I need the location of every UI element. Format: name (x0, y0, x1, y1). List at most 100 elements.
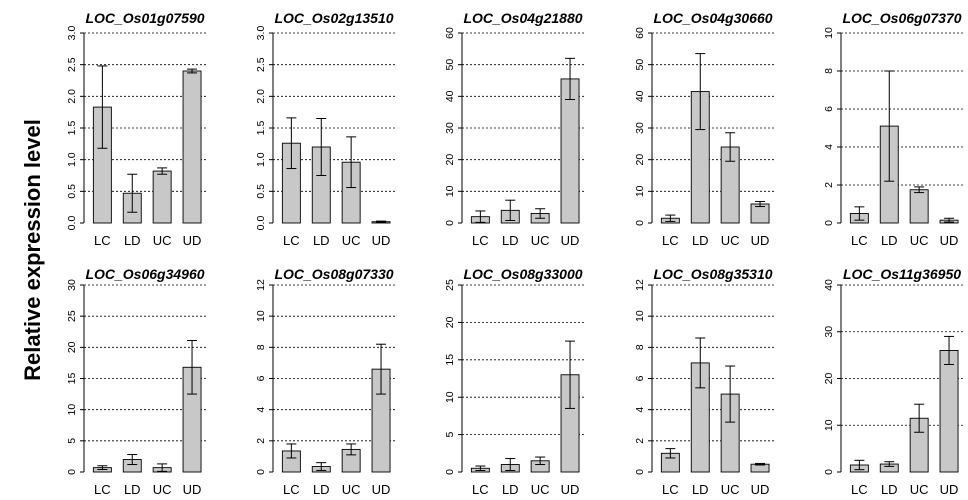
y-tick-label: 2 (634, 438, 646, 444)
y-tick-label: 5 (66, 438, 78, 444)
y-tick-label: 0 (255, 469, 267, 475)
chart-panel-4: LOC_Os04g30660 0 10 20 30 40 50 60 LC LD UC UD (634, 10, 774, 248)
y-tick-label: 30 (634, 122, 646, 134)
x-category-label: LD (124, 233, 141, 248)
x-category-label: LD (502, 482, 519, 497)
y-tick-label: 20 (444, 316, 456, 328)
x-category-label: UC (153, 482, 172, 497)
y-tick-label: 0.0 (255, 216, 267, 231)
y-tick-label: 20 (444, 154, 456, 166)
y-tick-label: 4 (823, 144, 835, 150)
x-category-label: LD (313, 482, 330, 497)
y-tick-label: 2.5 (66, 57, 78, 72)
y-tick-label: 12 (255, 279, 267, 291)
x-category-label: LD (881, 482, 898, 497)
bar-UD (182, 70, 202, 224)
x-category-label: LD (313, 233, 330, 248)
y-tick-label: 20 (66, 341, 78, 353)
y-tick-label: 0 (634, 220, 646, 226)
y-tick-label: 15 (444, 354, 456, 366)
y-tick-label: 5 (444, 432, 456, 438)
y-tick-label: 2 (255, 438, 267, 444)
x-category-label: UD (940, 482, 959, 497)
x-category-label: UD (183, 233, 202, 248)
x-category-label: LC (472, 233, 489, 248)
x-category-label: LD (692, 233, 709, 248)
y-tick-label: 0 (634, 469, 646, 475)
y-tick-label: 50 (444, 59, 456, 71)
x-category-label: LD (692, 482, 709, 497)
y-tick-label: 3.0 (66, 26, 78, 41)
x-category-label: LC (283, 233, 300, 248)
y-tick-label: 25 (66, 310, 78, 322)
y-tick-label: 10 (444, 185, 456, 197)
y-tick-label: 2.0 (255, 89, 267, 104)
x-category-label: UD (751, 233, 770, 248)
x-category-label: UD (751, 482, 770, 497)
y-tick-label: 10 (255, 310, 267, 322)
x-category-label: UC (721, 482, 740, 497)
y-tick-label: 10 (444, 391, 456, 403)
y-tick-label: 8 (255, 344, 267, 350)
bar-UD (939, 350, 959, 473)
x-category-label: UC (342, 482, 361, 497)
y-tick-label: 2 (823, 182, 835, 188)
bar-UC (152, 170, 172, 224)
chart-title: LOC_Os08g35310 (653, 266, 772, 282)
y-tick-label: 12 (634, 279, 646, 291)
y-tick-label: 8 (823, 68, 835, 74)
y-tick-label: 40 (634, 90, 646, 102)
chart-panel-3: LOC_Os04g21880 0 10 20 30 40 50 60 LC LD UC UD (444, 10, 584, 248)
chart-panel-7: LOC_Os08g07330 0 2 4 6 8 10 12 LC LD UC UD (255, 266, 395, 497)
y-tick-label: 0 (66, 469, 78, 475)
y-tick-label: 30 (66, 279, 78, 291)
x-category-label: LC (662, 233, 679, 248)
x-category-label: UC (910, 233, 929, 248)
y-tick-label: 2.5 (255, 57, 267, 72)
y-tick-label: 3.0 (255, 26, 267, 41)
x-category-label: LC (283, 482, 300, 497)
chart-title: LOC_Os06g34960 (85, 266, 204, 282)
chart-title: LOC_Os04g21880 (463, 10, 582, 26)
x-category-label: UC (910, 482, 929, 497)
x-category-label: UC (531, 482, 550, 497)
chart-panel-6: LOC_Os06g34960 0 5 10 15 20 25 30 LC LD UC UD (66, 266, 206, 497)
y-tick-label: 0 (823, 469, 835, 475)
y-tick-label: 30 (823, 326, 835, 338)
x-category-label: UD (561, 482, 580, 497)
y-tick-label: 0 (823, 220, 835, 226)
chart-panel-9: LOC_Os08g35310 0 2 4 6 8 10 12 LC LD UC UD (634, 266, 774, 497)
x-category-label: UD (372, 482, 391, 497)
chart-title: LOC_Os11g36950 (843, 266, 961, 282)
x-category-label: LD (502, 233, 519, 248)
y-tick-label: 2.0 (66, 89, 78, 104)
chart-title: LOC_Os06g07370 (842, 10, 961, 26)
y-tick-label: 0 (444, 220, 456, 226)
x-category-label: UC (342, 233, 361, 248)
y-tick-label: 30 (444, 122, 456, 134)
y-tick-label: 0.5 (66, 184, 78, 199)
y-tick-label: 1.5 (255, 121, 267, 136)
x-category-label: LC (851, 233, 868, 248)
chart-title: LOC_Os02g13510 (274, 10, 393, 26)
x-category-label: UC (721, 233, 740, 248)
y-tick-label: 10 (634, 185, 646, 197)
x-category-label: LC (94, 482, 111, 497)
x-category-label: UD (561, 233, 580, 248)
bar-UD (560, 78, 580, 224)
y-tick-label: 1.0 (255, 152, 267, 167)
y-tick-label: 0.5 (255, 184, 267, 199)
y-tick-label: 25 (444, 279, 456, 291)
y-tick-label: 8 (634, 344, 646, 350)
x-category-label: UD (183, 482, 202, 497)
y-tick-label: 50 (634, 59, 646, 71)
y-tick-label: 20 (823, 373, 835, 385)
x-category-label: LC (851, 482, 868, 497)
y-tick-label: 60 (444, 27, 456, 39)
y-tick-label: 6 (255, 375, 267, 381)
chart-panel-1: LOC_Os01g07590 0.0 0.5 1.0 1.5 2.0 2.5 3.0 LC LD U… (66, 10, 206, 248)
y-tick-label: 40 (444, 90, 456, 102)
chart-panel-10: LOC_Os11g36950 0 10 20 30 40 LC LD UC UD (823, 266, 963, 497)
bar-UC (909, 189, 929, 224)
